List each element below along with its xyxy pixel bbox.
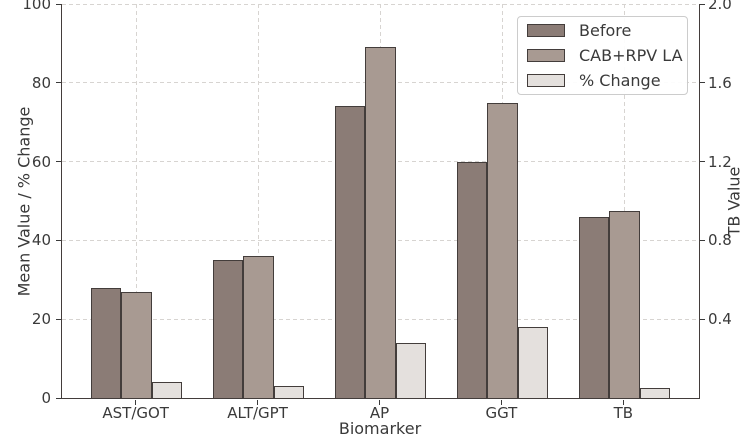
bar-cab-rpv-la [487,102,518,398]
y-tick-label-left: 40 [31,231,51,250]
bar--change [517,327,549,398]
x-tick [622,399,624,405]
y-tick-label-left: 100 [22,0,51,13]
bar-cab-rpv-la [121,291,152,398]
bar-before [212,260,244,398]
gridline-vertical [136,4,138,398]
legend-label-cab-rpv-la: CAB+RPV LA [579,45,683,65]
y-tick-left [56,397,61,399]
bar-before [456,161,488,398]
y-tick-left [56,82,61,84]
y-tick-left [56,318,61,320]
legend: Before CAB+RPV LA % Change [517,16,688,95]
x-tick-label: GGT [485,404,518,422]
x-tick [135,399,137,405]
y-tick-left [56,239,61,241]
y-tick-right [699,318,705,320]
legend-item-before: Before [527,21,687,41]
legend-swatch-cab-rpv-la [527,49,565,62]
y-tick-right [699,161,705,163]
y-tick-right [699,82,705,84]
x-tick-label: TB [613,404,634,422]
legend-label-before: Before [579,20,632,40]
y-tick-label-left: 20 [31,310,51,329]
y-tick-label-left: 0 [41,389,51,407]
x-tick-label: AP [369,404,390,422]
bar-before [578,216,610,398]
x-tick-label: ALT/GPT [227,404,288,422]
bar--change [395,342,427,398]
x-tick [257,399,259,405]
y-tick-label-right: 1.2 [708,152,732,171]
y-tick-label-right: 1.6 [708,73,732,92]
bar-before [90,287,122,398]
bar--change [151,382,183,398]
gridline-vertical [258,4,260,398]
y-tick-label-right: 0.4 [708,310,732,329]
x-tick [379,399,380,405]
bar--change [273,386,305,398]
legend-swatch-before [527,24,565,37]
legend-item-percent-change: % Change [527,71,687,91]
legend-item-cab-rpv-la: CAB+RPV LA [527,46,687,66]
bar-cab-rpv-la [243,256,274,398]
y-tick-right [699,239,705,241]
y-tick-left [56,3,61,5]
gridline-vertical [623,4,625,398]
x-tick [500,399,502,405]
y-tick-label-right: 0.8 [708,231,732,250]
x-tick-label: AST/GOT [102,404,169,422]
y-tick-left [56,161,61,163]
bar-cab-rpv-la [365,47,396,398]
legend-label-percent-change: % Change [579,70,661,90]
plot-area [61,3,700,399]
y-tick-right [699,3,705,5]
x-axis-label: Biomarker [338,419,422,438]
y-tick-label-left: 80 [31,73,51,92]
y-axis-label-left: Mean Value / % Change [14,106,34,297]
bar--change [639,388,671,398]
legend-swatch-percent-change [527,74,565,87]
bar-before [334,106,366,398]
y-tick-label-right: 2.0 [708,0,732,13]
bar-cab-rpv-la [609,210,640,398]
y-tick-label-left: 60 [31,152,51,171]
